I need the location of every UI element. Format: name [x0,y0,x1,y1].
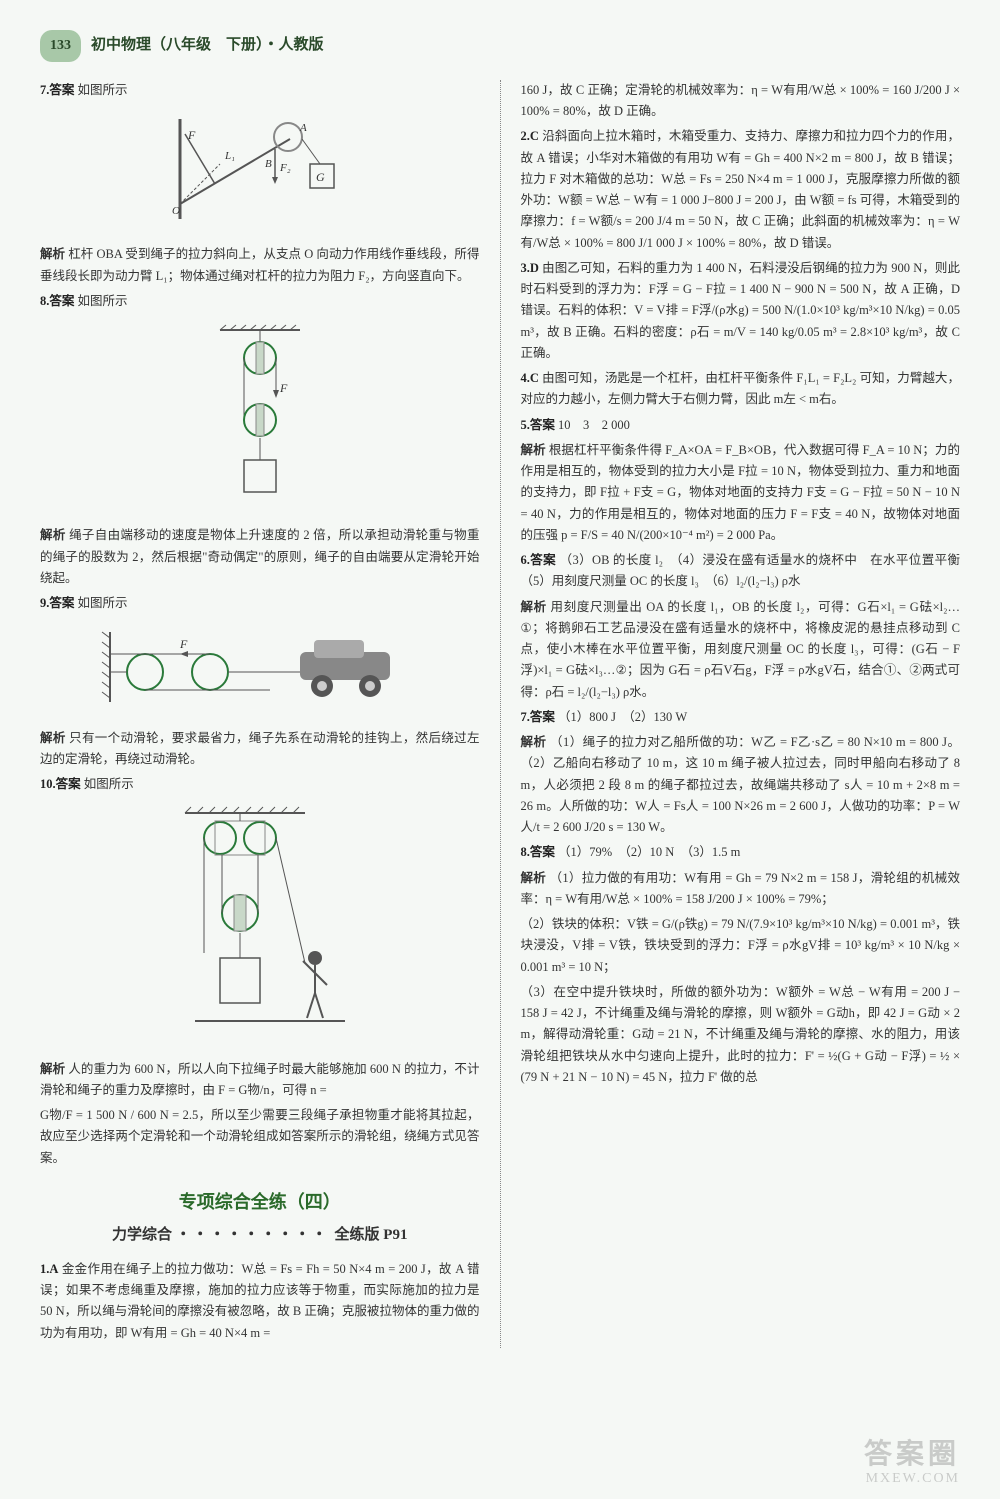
q10-figure [40,803,480,1050]
q7-answer-text: 如图所示 [78,83,128,97]
q6-explain: 解析 用刻度尺测量出 OA 的长度 l₁，OB 的长度 l₂，可得：G石×l₁ … [521,597,961,703]
q8r-answer-line: 8.答案 （1）79% （2）10 N （3）1.5 m [521,842,961,863]
q7-label: 7.答案 [40,83,74,97]
svg-text:L₁: L₁ [224,150,235,162]
q5-explain: 解析 根据杠杆平衡条件得 F_A×OA = F_B×OB，代入数据可得 F_A … [521,440,961,546]
q7r-label: 7.答案 [521,710,555,724]
q9-answer-line: 9.答案 如图所示 [40,593,480,614]
q9-explain-label: 解析 [40,731,66,745]
q4-line: 4.C 由图可知，汤匙是一个杠杆，由杠杆平衡条件 F₁L₁ = F₂L₂ 可知，… [521,368,961,411]
right-column: 160 J，故 C 正确；定滑轮的机械效率为：η = W有用/W总 × 100%… [521,80,961,1348]
q1-label: 1.A [40,1262,58,1276]
q5-explain-text: 根据杠杆平衡条件得 F_A×OA = F_B×OB，代入数据可得 F_A = 1… [521,443,961,542]
q8r-answer: （1）79% （2）10 N （3）1.5 m [558,845,740,859]
q7-explain: 解析 杠杆 OBA 受到绳子的拉力斜向上，从支点 O 向动力作用线作垂线段，所得… [40,244,480,287]
q8-explain: 解析 绳子自由端移动的速度是物体上升速度的 2 倍，所以承担动滑轮重与物重的绳子… [40,525,480,589]
q8r-explain-p3: （3）在空中提升铁块时，所做的额外功为：W额外 = W总 − W有用 = 200… [521,982,961,1088]
q10-explain-p2: G物/F = 1 500 N / 600 N = 2.5，所以至少需要三段绳子承… [40,1105,480,1169]
q6-answer: （3）OB 的长度 l₂ （4）浸没在盛有适量水的烧杯中 在水平位置平衡 （5）… [521,553,973,588]
q2-label: 2.C [521,129,539,143]
svg-text:O: O [172,205,180,217]
svg-text:A: A [299,122,307,134]
svg-text:G: G [316,170,325,184]
q10-answer-text: 如图所示 [84,777,134,791]
q6-explain-text: 用刻度尺测量出 OA 的长度 l₁，OB 的长度 l₂，可得：G石×l₁ = G… [521,600,961,699]
q8-explain-text: 绳子自由端移动的速度是物体上升速度的 2 倍，所以承担动滑轮重与物重的绳子的股数… [40,528,480,585]
svg-text:F: F [187,128,196,142]
q10-label: 10.答案 [40,777,81,791]
page-header: 133 初中物理（八年级 下册）・人教版 [40,30,960,62]
q6-label: 6.答案 [521,553,557,567]
sub-section-title: 力学综合 ・・・・・・・・・ 全练版 P91 [40,1223,480,1249]
q7-explain-label: 解析 [40,247,65,261]
q8r-explain-text2: （2）铁块的体积：V铁 = G/(ρ铁g) = 79 N/(7.9×10³ kg… [521,917,961,974]
q7r-explain-label: 解析 [521,735,547,749]
q8r-explain-p2: （2）铁块的体积：V铁 = G/(ρ铁g) = 79 N/(7.9×10³ kg… [521,914,961,978]
q3-line: 3.D 由图乙可知，石料的重力为 1 400 N，石料浸没后钢绳的拉力为 900… [521,258,961,364]
q8-label: 8.答案 [40,294,74,308]
q5-answer: 10 3 2 000 [558,418,630,432]
left-column: 7.答案 如图所示 F L₁ B A O F₂ G [40,80,480,1348]
q6-answer-line: 6.答案 （3）OB 的长度 l₂ （4）浸没在盛有适量水的烧杯中 在水平位置平… [521,550,961,593]
subsection-name: 力学综合 [112,1227,172,1243]
q7r-answer: （1）800 J （2）130 W [558,710,687,724]
q4-text: 由图可知，汤匙是一个杠杆，由杠杆平衡条件 F₁L₁ = F₂L₂ 可知，力臂越大… [521,371,961,406]
svg-text:F: F [279,381,288,395]
q7r-answer-line: 7.答案 （1）800 J （2）130 W [521,707,961,728]
q8r-explain-label: 解析 [521,871,547,885]
q9-explain: 解析 只有一个动滑轮，要求最省力，绳子先系在动滑轮的挂钩上，然后绕过左边的定滑轮… [40,728,480,771]
q3-label: 3.D [521,261,539,275]
q8-explain-label: 解析 [40,528,66,542]
q9-answer-text: 如图所示 [78,596,128,610]
q1-continuation: 160 J，故 C 正确；定滑轮的机械效率为：η = W有用/W总 × 100%… [521,80,961,123]
q2-text: 沿斜面向上拉木箱时，木箱受重力、支持力、摩擦力和拉力四个力的作用，故 A 错误；… [521,129,961,249]
q10-explain-text1: 人的重力为 600 N，所以人向下拉绳子时最大能够施加 600 N 的拉力，不计… [40,1062,479,1097]
q8r-explain-text3: （3）在空中提升铁块时，所做的额外功为：W额外 = W总 − W有用 = 200… [521,985,961,1084]
dot-leader: ・・・・・・・・・ [176,1227,335,1243]
q8r-explain-text1: （1）拉力做的有用功：W有用 = Gh = 79 N×2 m = 158 J，滑… [521,871,961,906]
page-number-badge: 133 [40,30,81,62]
q7-figure: F L₁ B A O F₂ G [40,109,480,236]
q9-label: 9.答案 [40,596,74,610]
q9-figure: F [40,622,480,719]
q9-explain-text: 只有一个动滑轮，要求最省力，绳子先系在动滑轮的挂钩上，然后绕过左边的定滑轮，再绕… [40,731,480,766]
q6-explain-label: 解析 [521,600,547,614]
q2-line: 2.C 沿斜面向上拉木箱时，木箱受重力、支持力、摩擦力和拉力四个力的作用，故 A… [521,126,961,254]
q10-explain-label: 解析 [40,1062,65,1076]
q5-label: 5.答案 [521,418,555,432]
column-divider [500,80,501,1348]
q8-figure: F [40,320,480,517]
watermark-sub: MXEW.COM [866,1467,960,1491]
q5-explain-label: 解析 [521,443,546,457]
q7-explain-text: 杠杆 OBA 受到绳子的拉力斜向上，从支点 O 向动力作用线作垂线段，所得垂线段… [40,247,479,282]
svg-text:B: B [265,158,272,170]
q7r-explain-text: （1）绳子的拉力对乙船所做的功：W乙 = F乙·s乙 = 80 N×10 m =… [521,735,961,834]
q8-answer-line: 8.答案 如图所示 [40,291,480,312]
svg-text:F: F [179,637,188,651]
q10-explain-p1: 解析 人的重力为 600 N，所以人向下拉绳子时最大能够施加 600 N 的拉力… [40,1059,480,1102]
header-title: 初中物理（八年级 下册）・人教版 [91,33,324,59]
q5-answer-line: 5.答案 10 3 2 000 [521,415,961,436]
svg-text:F₂: F₂ [279,162,291,174]
q8r-explain-p1: 解析 （1）拉力做的有用功：W有用 = Gh = 79 N×2 m = 158 … [521,868,961,911]
q1-text: 金金作用在绳子上的拉力做功：W总 = Fs = Fh = 50 N×4 m = … [40,1262,480,1340]
q3-text: 由图乙可知，石料的重力为 1 400 N，石料浸没后钢绳的拉力为 900 N，则… [521,261,961,360]
q4-label: 4.C [521,371,539,385]
q8r-label: 8.答案 [521,845,555,859]
q10-explain-text2: G物/F = 1 500 N / 600 N = 2.5，所以至少需要三段绳子承… [40,1108,480,1165]
q10-answer-line: 10.答案 如图所示 [40,774,480,795]
q7r-explain: 解析 （1）绳子的拉力对乙船所做的功：W乙 = F乙·s乙 = 80 N×10 … [521,732,961,838]
q8-answer-text: 如图所示 [78,294,128,308]
two-column-layout: 7.答案 如图所示 F L₁ B A O F₂ G [40,80,960,1348]
page-ref: 全练版 P91 [335,1227,408,1243]
q1-line: 1.A 金金作用在绳子上的拉力做功：W总 = Fs = Fh = 50 N×4 … [40,1259,480,1344]
section-title: 专项综合全练（四） [40,1187,480,1218]
q7-answer-line: 7.答案 如图所示 [40,80,480,101]
